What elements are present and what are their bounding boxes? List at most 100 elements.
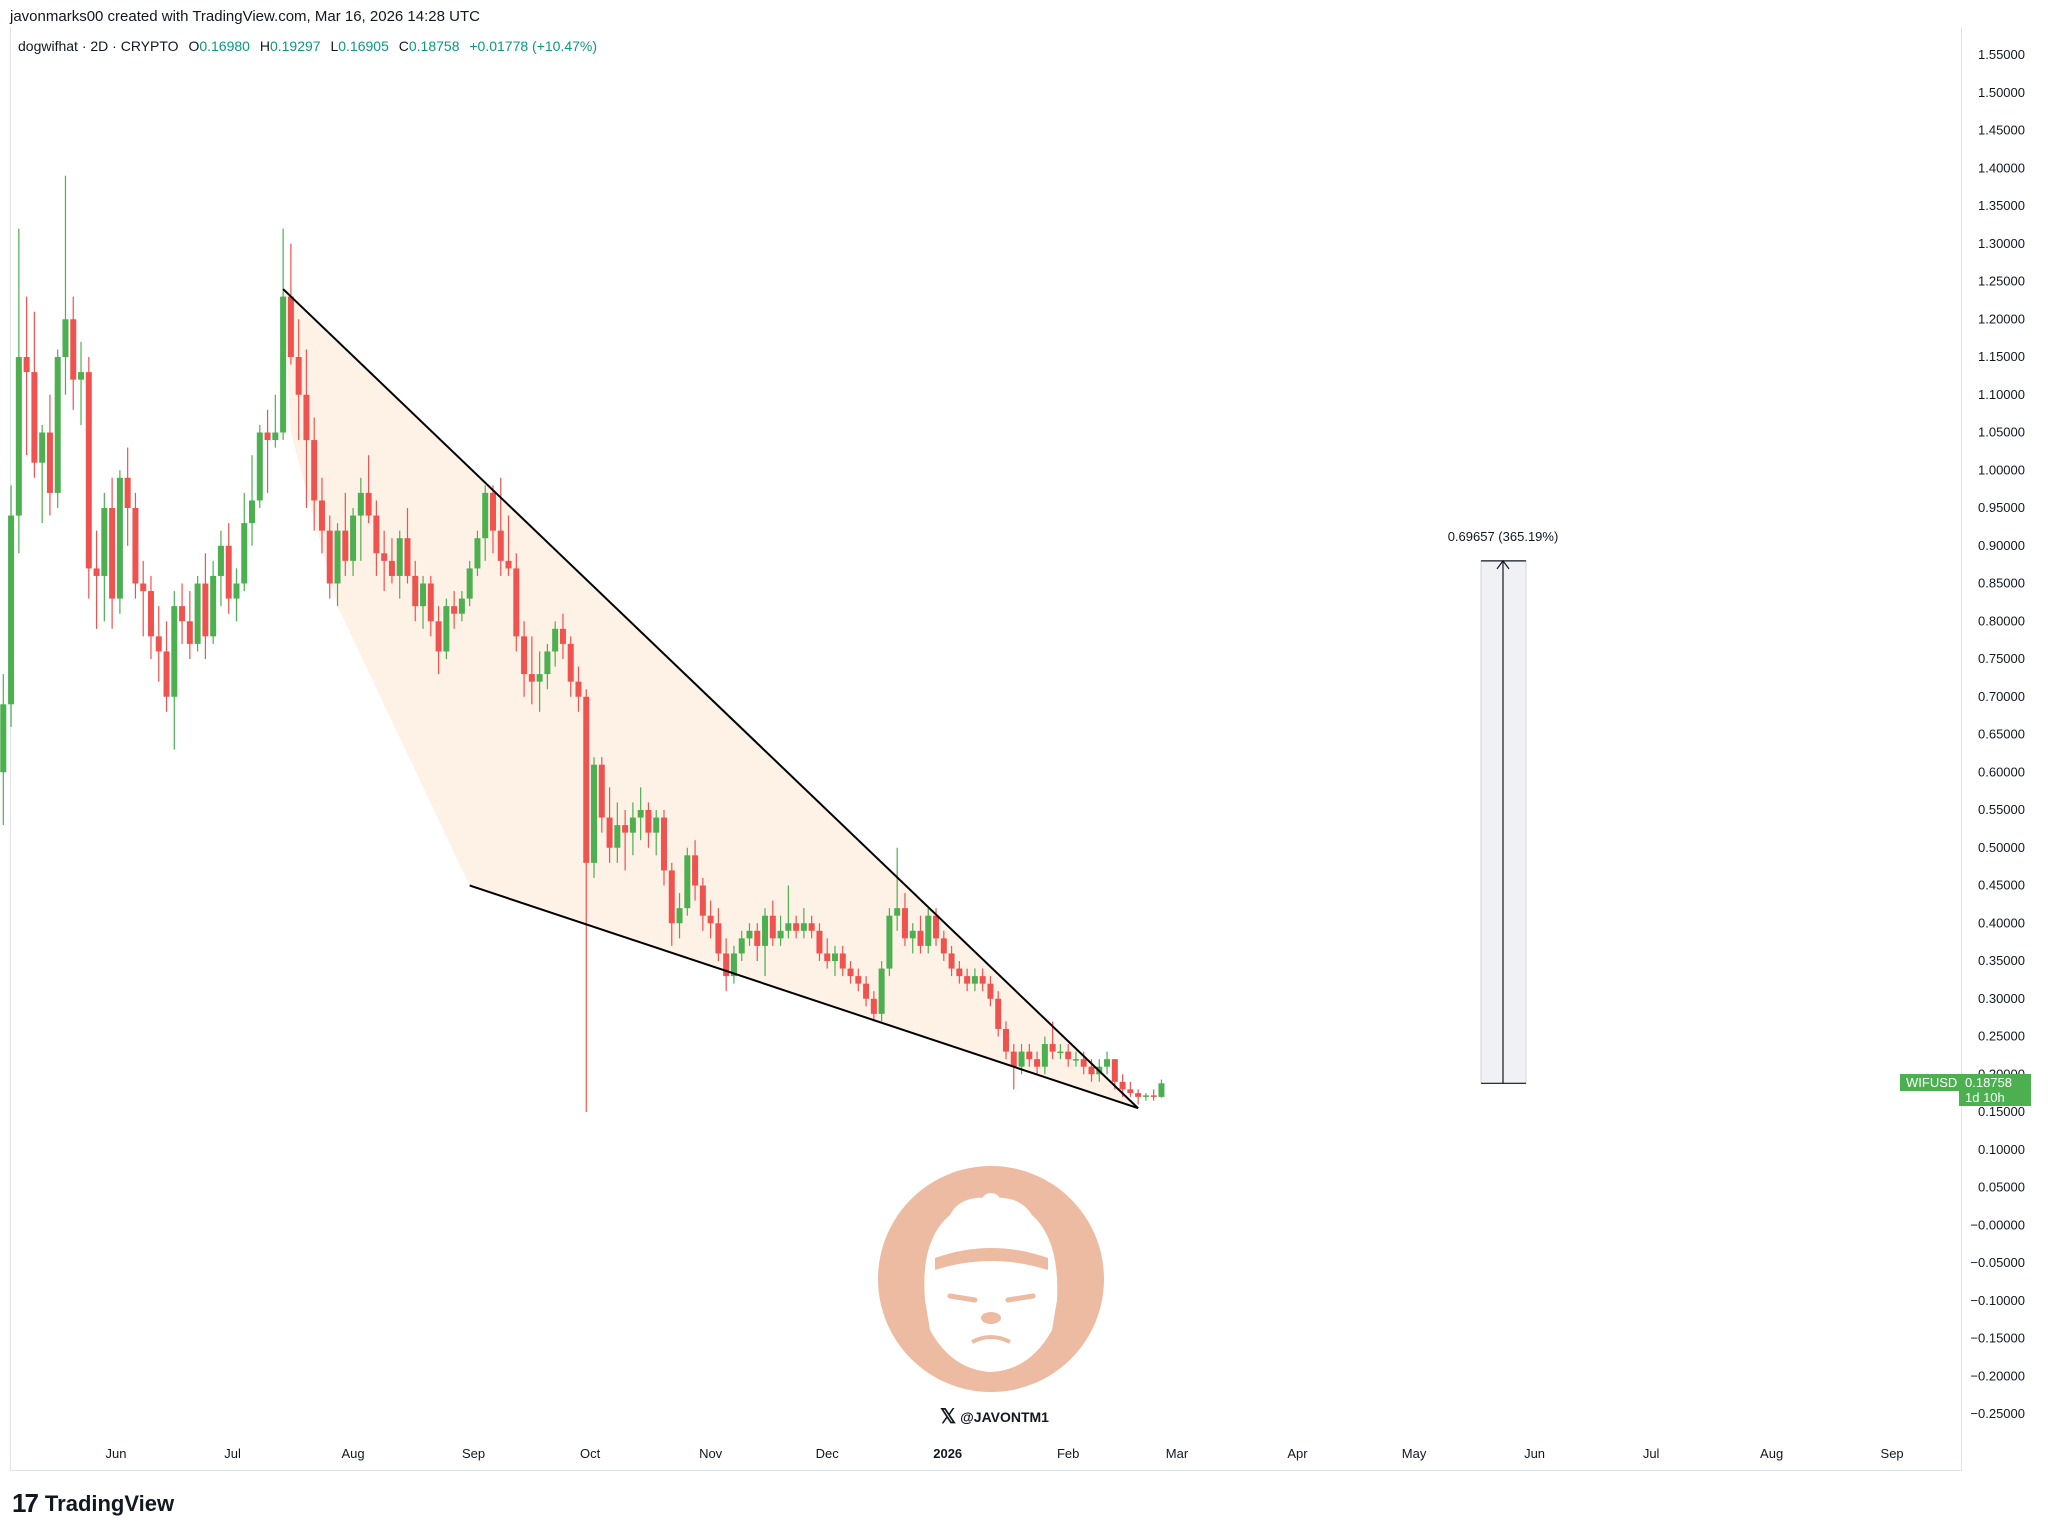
y-tick-label: 1.05000	[1978, 425, 2025, 440]
open-value: 0.16980	[199, 38, 250, 54]
dog-avatar-logo	[878, 1166, 1104, 1392]
candle-body	[606, 817, 613, 848]
candle-body	[404, 538, 411, 576]
candle-body	[528, 674, 535, 682]
y-tick-label: −0.25000	[1970, 1406, 2025, 1421]
y-tick-label: 1.35000	[1978, 198, 2025, 213]
candle-body	[964, 976, 971, 984]
candle-body	[365, 492, 372, 516]
candle-body	[699, 885, 706, 916]
x-tick-label: Oct	[580, 1446, 601, 1461]
candle-body	[303, 394, 310, 441]
candle-body	[769, 915, 776, 939]
candle-body	[1002, 1028, 1009, 1052]
y-tick-label: 1.20000	[1978, 311, 2025, 326]
candle-body	[318, 500, 325, 531]
y-tick-label: 1.15000	[1978, 349, 2025, 364]
candle-body	[256, 432, 263, 501]
candle-body	[381, 553, 388, 561]
candle-body	[505, 560, 512, 569]
candle-body	[754, 930, 761, 946]
y-tick-label: 0.45000	[1978, 878, 2025, 893]
candle-body	[878, 968, 885, 1014]
symbol-label[interactable]: dogwifhat · 2D · CRYPTO	[18, 38, 179, 54]
candle-body	[979, 976, 986, 984]
candle-body	[1034, 1059, 1041, 1067]
candle-body	[249, 500, 256, 524]
candle-body	[676, 908, 683, 924]
candle-body	[715, 923, 722, 954]
candle-body	[31, 372, 38, 463]
candle-body	[132, 508, 139, 584]
candle-body	[793, 923, 800, 931]
candle-body	[660, 817, 667, 871]
wedge-upper	[282, 288, 1139, 1109]
candle-body	[552, 628, 559, 652]
y-tick-label: 0.85000	[1978, 576, 2025, 591]
candle-body	[217, 545, 224, 576]
candle-body	[46, 432, 53, 493]
candle-body	[847, 968, 854, 977]
x-tick-label: 2026	[933, 1446, 962, 1461]
x-tick-label: Aug	[342, 1446, 365, 1461]
candle-body	[684, 855, 691, 909]
y-tick-label: 1.00000	[1978, 462, 2025, 477]
candle-body	[622, 825, 629, 833]
y-tick-label: 1.50000	[1978, 85, 2025, 100]
candle-body	[101, 508, 108, 576]
candle-body	[583, 696, 590, 863]
price-range-arrowhead	[1496, 559, 1510, 570]
x-tick-label: Nov	[699, 1446, 723, 1461]
close-value: 0.18758	[408, 38, 460, 54]
candle-body	[886, 915, 893, 969]
candle-body	[0, 704, 7, 773]
y-tick-label: 0.90000	[1978, 538, 2025, 553]
candle-layer	[0, 175, 1165, 1112]
y-tick-label: 0.30000	[1978, 991, 2025, 1006]
candle-body	[388, 560, 395, 576]
change-value: +0.01778 (+10.47%)	[469, 38, 598, 54]
candle-body	[280, 296, 287, 433]
candle-body	[917, 930, 924, 946]
candle-body	[23, 357, 30, 373]
x-tick-label: Mar	[1166, 1446, 1189, 1461]
candle-body	[762, 915, 769, 946]
candle-body	[1119, 1081, 1126, 1090]
candle-body	[482, 492, 489, 539]
candle-body	[451, 606, 458, 614]
candle-body	[62, 319, 69, 357]
tradingview-logo[interactable]: 17 TradingView	[12, 1488, 174, 1519]
x-tick-label: Sep	[1881, 1446, 1904, 1461]
candle-body	[1065, 1051, 1072, 1060]
y-tick-label: −0.20000	[1970, 1368, 2025, 1383]
x-tick-label: Aug	[1760, 1446, 1783, 1461]
candle-body	[668, 870, 675, 924]
y-tick-label: 0.50000	[1978, 840, 2025, 855]
tradingview-wordmark: TradingView	[44, 1490, 175, 1516]
candle-body	[435, 621, 442, 652]
x-tick-label: Apr	[1287, 1446, 1308, 1461]
y-tick-label: 0.55000	[1978, 802, 2025, 817]
y-tick-label: 1.45000	[1978, 123, 2025, 138]
candle-body	[956, 968, 963, 977]
x-tick-label: Jul	[1643, 1446, 1660, 1461]
author-handle-text: @JAVONTM1	[960, 1408, 1049, 1425]
y-tick-label: 0.35000	[1978, 953, 2025, 968]
candle-body	[723, 953, 730, 977]
candle-body	[458, 598, 465, 614]
candle-body	[287, 296, 294, 357]
y-tick-label: 0.10000	[1978, 1142, 2025, 1157]
candle-body	[295, 357, 302, 395]
candle-body	[85, 372, 92, 569]
y-tick-label: 0.25000	[1978, 1029, 2025, 1044]
y-tick-label: 0.95000	[1978, 500, 2025, 515]
candle-body	[311, 440, 318, 501]
candle-body	[909, 930, 916, 939]
candle-body	[334, 530, 341, 584]
x-tick-label: May	[1402, 1446, 1427, 1461]
candle-body	[412, 575, 419, 607]
candle-body	[940, 938, 947, 954]
y-tick-label: 1.25000	[1978, 274, 2025, 289]
candle-body	[8, 515, 15, 705]
